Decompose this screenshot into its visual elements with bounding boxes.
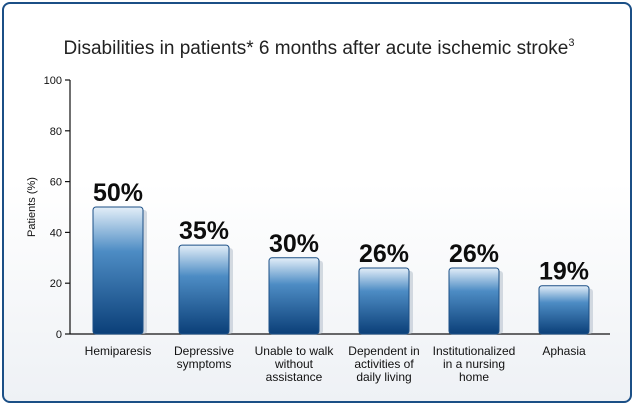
bar xyxy=(358,267,410,335)
category-label-line: daily living xyxy=(356,370,411,384)
category-label: Hemiparesis xyxy=(85,344,152,358)
category-labels: Hemiparesis Depressive symptoms Unable to w… xyxy=(85,344,586,384)
data-label: 26% xyxy=(449,240,499,268)
y-tick-label: 20 xyxy=(50,278,62,290)
data-label: 30% xyxy=(269,230,319,258)
chart-title-main: Disabilities in patients* 6 months after… xyxy=(64,38,569,59)
data-labels: 50% 35% 30% 26% 26% 19% xyxy=(93,179,589,286)
category-label: Depressive symptoms xyxy=(174,344,234,371)
data-label: 19% xyxy=(539,258,589,286)
category-label: Aphasia xyxy=(542,344,586,358)
category-label-line: Hemiparesis xyxy=(85,344,152,358)
bar xyxy=(268,257,320,335)
category-label-line: without xyxy=(274,357,314,371)
category-label-line: in a nursing xyxy=(443,357,505,371)
y-axis-label: Patients (%) xyxy=(26,177,38,237)
chart-title: Disabilities in patients* 6 months after… xyxy=(64,37,575,59)
bar xyxy=(92,206,144,335)
y-tick-label: 100 xyxy=(44,75,62,87)
category-label-line: Unable to walk xyxy=(255,344,335,358)
chart-title-superscript: 3 xyxy=(568,37,574,49)
axes: 0 20 40 60 80 100 xyxy=(44,75,610,341)
category-label: Unable to walk without assistance xyxy=(255,344,335,384)
data-label: 50% xyxy=(93,179,143,207)
category-label: Dependent in activities of daily living xyxy=(348,344,419,384)
category-label-line: symptoms xyxy=(177,357,232,371)
bar xyxy=(538,285,590,335)
category-label-line: Aphasia xyxy=(542,344,586,358)
data-label: 35% xyxy=(179,217,229,245)
category-label: Institutionalized in a nursing home xyxy=(433,344,516,384)
y-tick-label: 40 xyxy=(50,227,62,239)
category-label-line: Depressive xyxy=(174,344,234,358)
y-tick-label: 80 xyxy=(50,126,62,138)
category-label-line: Institutionalized xyxy=(433,344,516,358)
bar xyxy=(178,244,230,335)
category-label-line: Dependent in xyxy=(348,344,419,358)
bars xyxy=(92,206,593,335)
y-tick-label: 60 xyxy=(50,177,62,189)
bar xyxy=(448,267,500,335)
category-label-line: activities of xyxy=(354,357,414,371)
chart-frame xyxy=(2,2,632,403)
y-tick-label: 0 xyxy=(56,329,62,341)
data-label: 26% xyxy=(359,240,409,268)
category-label-line: home xyxy=(459,370,489,384)
category-label-line: assistance xyxy=(266,370,323,384)
